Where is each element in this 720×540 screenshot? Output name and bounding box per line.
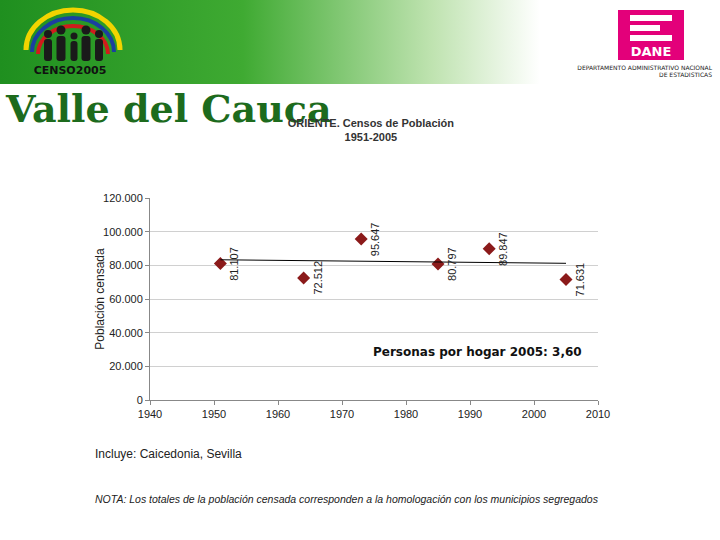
svg-text:40.000: 40.000	[109, 327, 143, 339]
svg-text:1980: 1980	[394, 408, 418, 420]
svg-text:95.647: 95.647	[369, 223, 381, 257]
html-text:CENSO2005: CENSO2005	[33, 64, 107, 77]
svg-text:0: 0	[137, 394, 143, 406]
svg-text:1950: 1950	[202, 408, 226, 420]
svg-text:2010: 2010	[586, 408, 610, 420]
html-text:DEPARTAMENTO ADMINISTRATIVO NA: DEPARTAMENTO ADMINISTRATIVO NACIONAL DE …	[577, 64, 712, 78]
svg-text:71.631: 71.631	[574, 263, 586, 297]
svg-text:2000: 2000	[522, 408, 546, 420]
html-text:Valle del Cauca: Valle del Cauca	[6, 86, 332, 131]
svg-text:1960: 1960	[266, 408, 290, 420]
svg-text:Población censada: Población censada	[93, 248, 107, 350]
svg-text:120.000: 120.000	[103, 192, 143, 204]
svg-text:60.000: 60.000	[109, 293, 143, 305]
svg-text:DANE: DANE	[631, 44, 672, 59]
svg-text:89.847: 89.847	[497, 232, 509, 266]
svg-text:80.000: 80.000	[109, 259, 143, 271]
svg-text:Personas por hogar 2005: 3,60: Personas por hogar 2005: 3,60	[373, 345, 582, 359]
svg-text:81.107: 81.107	[228, 247, 240, 281]
svg-text:ORIENTE. Censos de Población19: ORIENTE. Censos de Población1951-2005	[288, 117, 455, 143]
html-text:NOTA: Los totales de la poblac: NOTA: Los totales de la población censad…	[95, 493, 598, 505]
svg-text:1970: 1970	[330, 408, 354, 420]
svg-text:20.000: 20.000	[109, 360, 143, 372]
svg-text:1990: 1990	[458, 408, 482, 420]
svg-text:72.512: 72.512	[312, 261, 324, 295]
svg-text:1940: 1940	[138, 408, 162, 420]
html-text:Incluye: Caicedonia, Sevilla: Incluye: Caicedonia, Sevilla	[95, 447, 242, 461]
svg-text:80.797: 80.797	[446, 247, 458, 281]
svg-text:100.000: 100.000	[103, 226, 143, 238]
